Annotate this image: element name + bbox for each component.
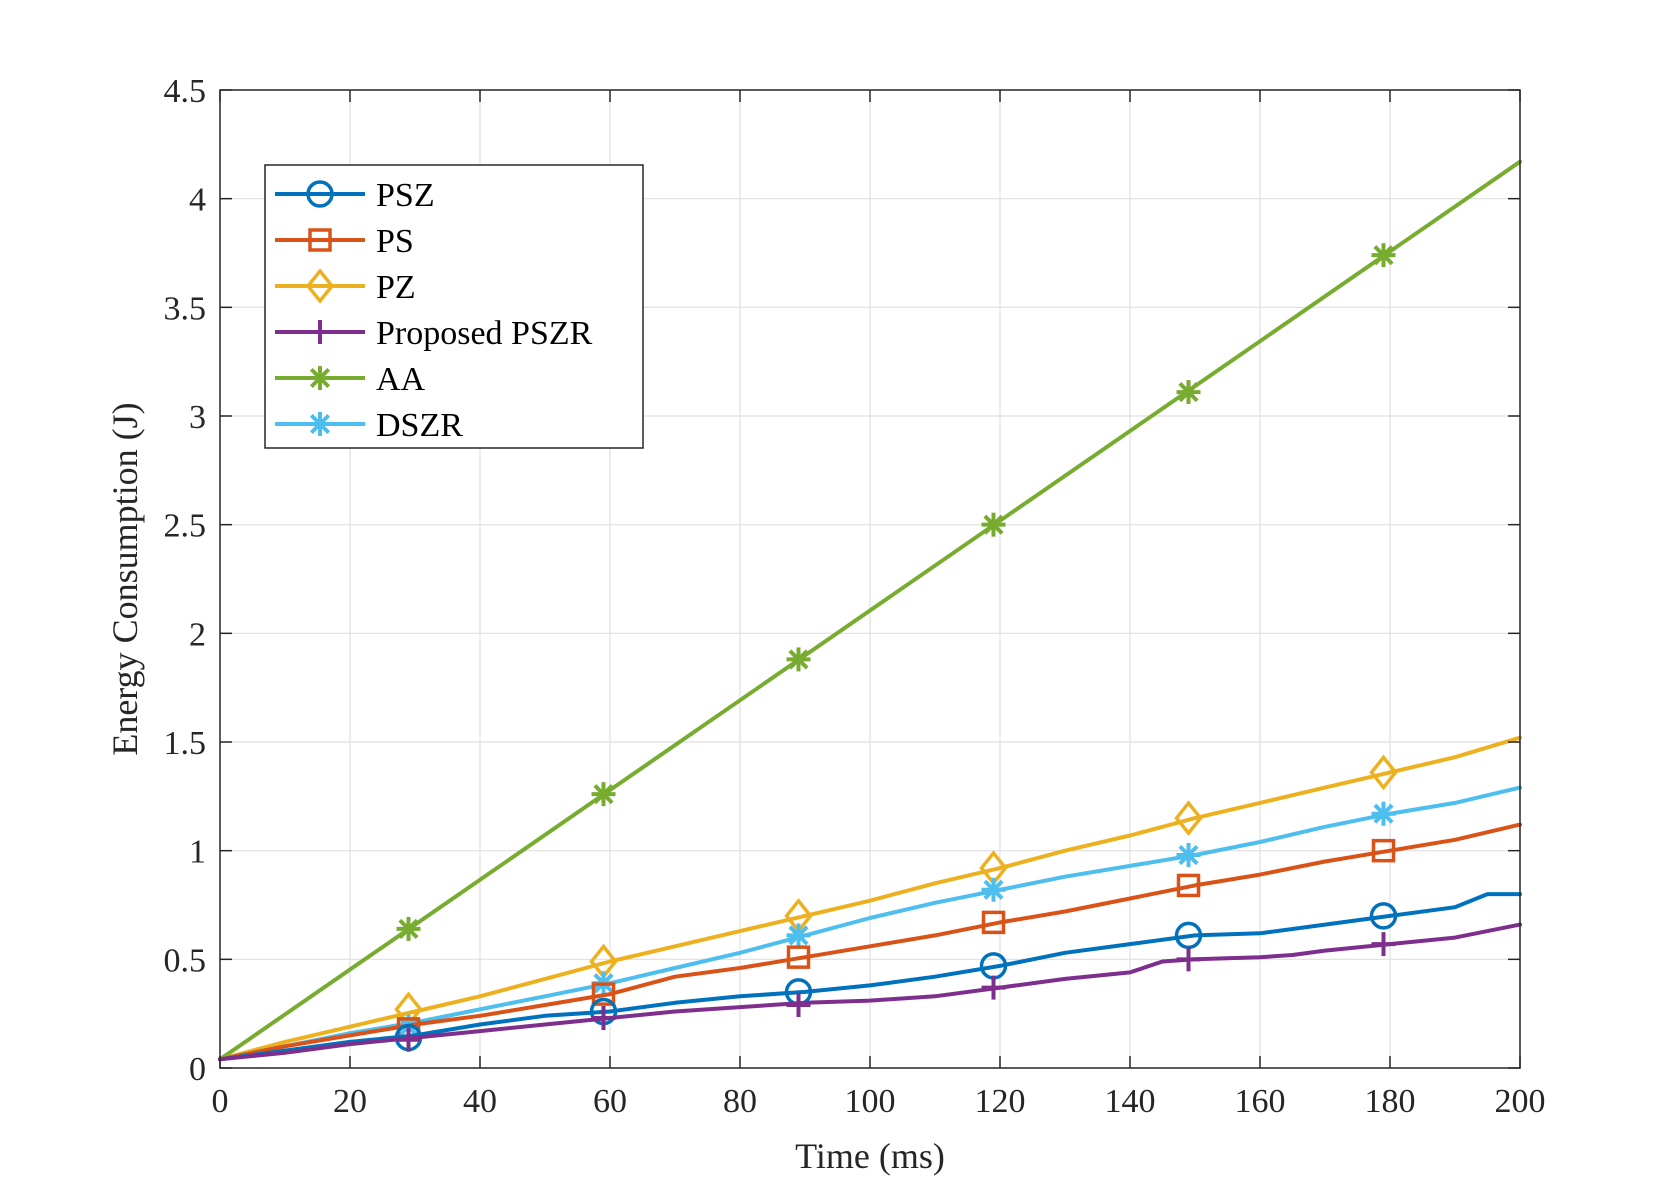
legend-entry-aa: AA (275, 361, 426, 398)
data-point-proposed-pszr (786, 992, 811, 1017)
x-tick-label: 180 (1365, 1083, 1416, 1120)
data-point-dszr (1371, 801, 1396, 826)
x-tick-label: 0 (212, 1083, 229, 1120)
y-tick-label: 0.5 (164, 942, 207, 979)
data-point-aa (786, 647, 811, 672)
y-tick-label: 1 (189, 834, 206, 871)
y-axis-title: Energy Consumption (J) (105, 402, 145, 755)
series-line-aa (218, 159, 1522, 1062)
y-tick-label: 2.5 (164, 508, 207, 545)
legend-label: PSZ (376, 177, 435, 214)
legend-entry-dszr: DSZR (275, 407, 463, 444)
legend-label: Proposed PSZR (376, 315, 593, 352)
data-point-aa (591, 782, 616, 807)
tick-layer: 0 20 40 60 80 100 120 140 160 180 200 0 0.5 1 1.5 2 2.5 3… (164, 73, 1546, 1120)
x-tick-label: 160 (1235, 1083, 1286, 1120)
y-tick-label: 3.5 (164, 290, 207, 327)
series-line-pz (218, 735, 1522, 1062)
data-point-pz (1174, 800, 1203, 836)
legend-entry-proposed-pszr: Proposed PSZR (275, 315, 593, 352)
legend-label: PZ (376, 269, 416, 306)
y-tick-label: 4.5 (164, 73, 207, 110)
legend-entry-pz: PZ (275, 268, 416, 306)
x-tick-label: 60 (593, 1083, 627, 1120)
data-point-ps (1176, 873, 1201, 898)
y-tick-label: 0 (189, 1051, 206, 1088)
legend-entry-ps: PS (275, 223, 414, 260)
data-point-dszr (981, 877, 1006, 902)
y-tick-label: 2 (189, 616, 206, 653)
data-point-proposed-pszr (591, 1006, 616, 1031)
legend-marker (308, 366, 332, 390)
legend-box (264, 164, 644, 449)
x-tick-label: 120 (975, 1083, 1026, 1120)
legend-label: DSZR (376, 407, 463, 444)
series-line-ps (218, 822, 1522, 1062)
legend-label: PS (376, 223, 414, 260)
series-line-proposed-pszr (218, 922, 1522, 1062)
x-tick-label: 200 (1495, 1083, 1546, 1120)
data-point-proposed-pszr (1176, 947, 1201, 972)
x-tick-label: 80 (723, 1083, 757, 1120)
y-tick-label: 1.5 (164, 725, 207, 762)
legend-marker (305, 268, 335, 304)
data-point-dszr (786, 923, 811, 948)
data-point-ps (1371, 838, 1396, 863)
data-point-proposed-pszr (396, 1027, 421, 1052)
data-point-dszr (1176, 843, 1201, 868)
data-point-psz (1369, 902, 1398, 930)
data-point-aa (1176, 380, 1201, 405)
legend-entry-psz: PSZ (275, 177, 435, 214)
data-point-pz (1369, 754, 1398, 791)
data-point-ps (981, 910, 1006, 935)
legend-label: AA (376, 361, 426, 398)
x-tick-label: 40 (463, 1083, 497, 1120)
x-tick-label: 100 (845, 1083, 896, 1120)
data-point-ps (591, 982, 616, 1006)
data-point-proposed-pszr (1371, 932, 1396, 957)
data-point-aa (1371, 243, 1396, 268)
data-point-proposed-pszr (981, 975, 1006, 1000)
x-tick-label: 140 (1105, 1083, 1156, 1120)
legend-marker (306, 180, 334, 208)
series-layer (218, 159, 1522, 1062)
legend-marker (308, 228, 332, 252)
x-tick-label: 20 (333, 1083, 367, 1120)
grid-layer (220, 90, 1520, 1068)
x-axis-title: Time (ms) (795, 1136, 945, 1176)
y-tick-label: 4 (189, 182, 206, 219)
legend-marker (308, 412, 332, 436)
legend: PSZ PS PZ Proposed PSZR AA DSZR (264, 164, 644, 449)
legend-marker (308, 320, 332, 344)
data-point-ps (786, 945, 811, 969)
y-tick-label: 3 (189, 399, 206, 436)
series-line-dszr (218, 785, 1522, 1062)
series-line-psz (218, 892, 1522, 1062)
data-point-aa (981, 512, 1006, 537)
data-point-aa (396, 916, 421, 941)
